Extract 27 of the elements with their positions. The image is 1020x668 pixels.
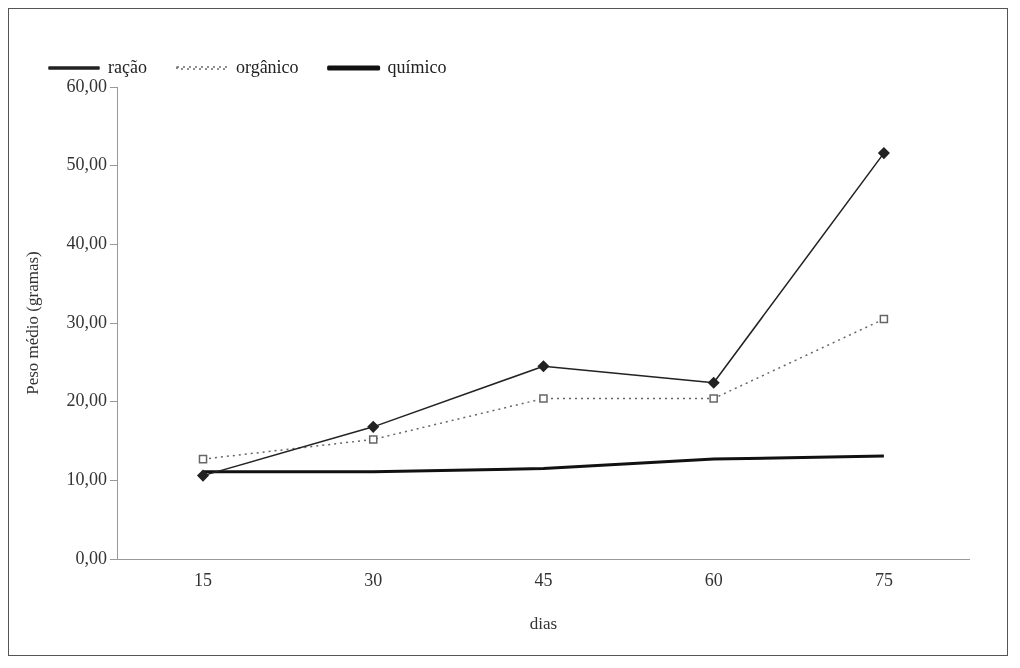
point bbox=[537, 360, 550, 373]
point bbox=[368, 435, 378, 444]
y-tick-label: 0,00 bbox=[75, 547, 107, 568]
point bbox=[878, 147, 890, 159]
y-tick-label: 40,00 bbox=[66, 233, 107, 254]
point bbox=[539, 394, 548, 403]
y-tick-label: 20,00 bbox=[66, 390, 107, 411]
legend-label: orgânico bbox=[235, 56, 299, 77]
x-axis-title: dias bbox=[529, 614, 558, 634]
point bbox=[367, 421, 379, 433]
legend-label: ração bbox=[108, 56, 147, 77]
y-tick-label: 50,00 bbox=[66, 154, 107, 175]
point bbox=[879, 314, 889, 324]
x-tick-label: 45 bbox=[534, 569, 553, 590]
point bbox=[198, 454, 208, 464]
x-tick-label: 60 bbox=[704, 569, 723, 590]
y-tick-label: 30,00 bbox=[66, 311, 107, 332]
y-tick-label: 10,00 bbox=[66, 469, 107, 490]
y-axis-title: Peso médio (gramas) bbox=[22, 251, 42, 395]
y-tick-label: 60,00 bbox=[66, 75, 107, 96]
point bbox=[709, 394, 718, 403]
x-tick-label: 15 bbox=[194, 569, 213, 590]
legend-label: químico bbox=[387, 56, 447, 77]
x-tick-label: 30 bbox=[364, 569, 383, 590]
point bbox=[197, 469, 209, 482]
point bbox=[707, 377, 720, 389]
x-tick-label: 75 bbox=[874, 569, 893, 590]
